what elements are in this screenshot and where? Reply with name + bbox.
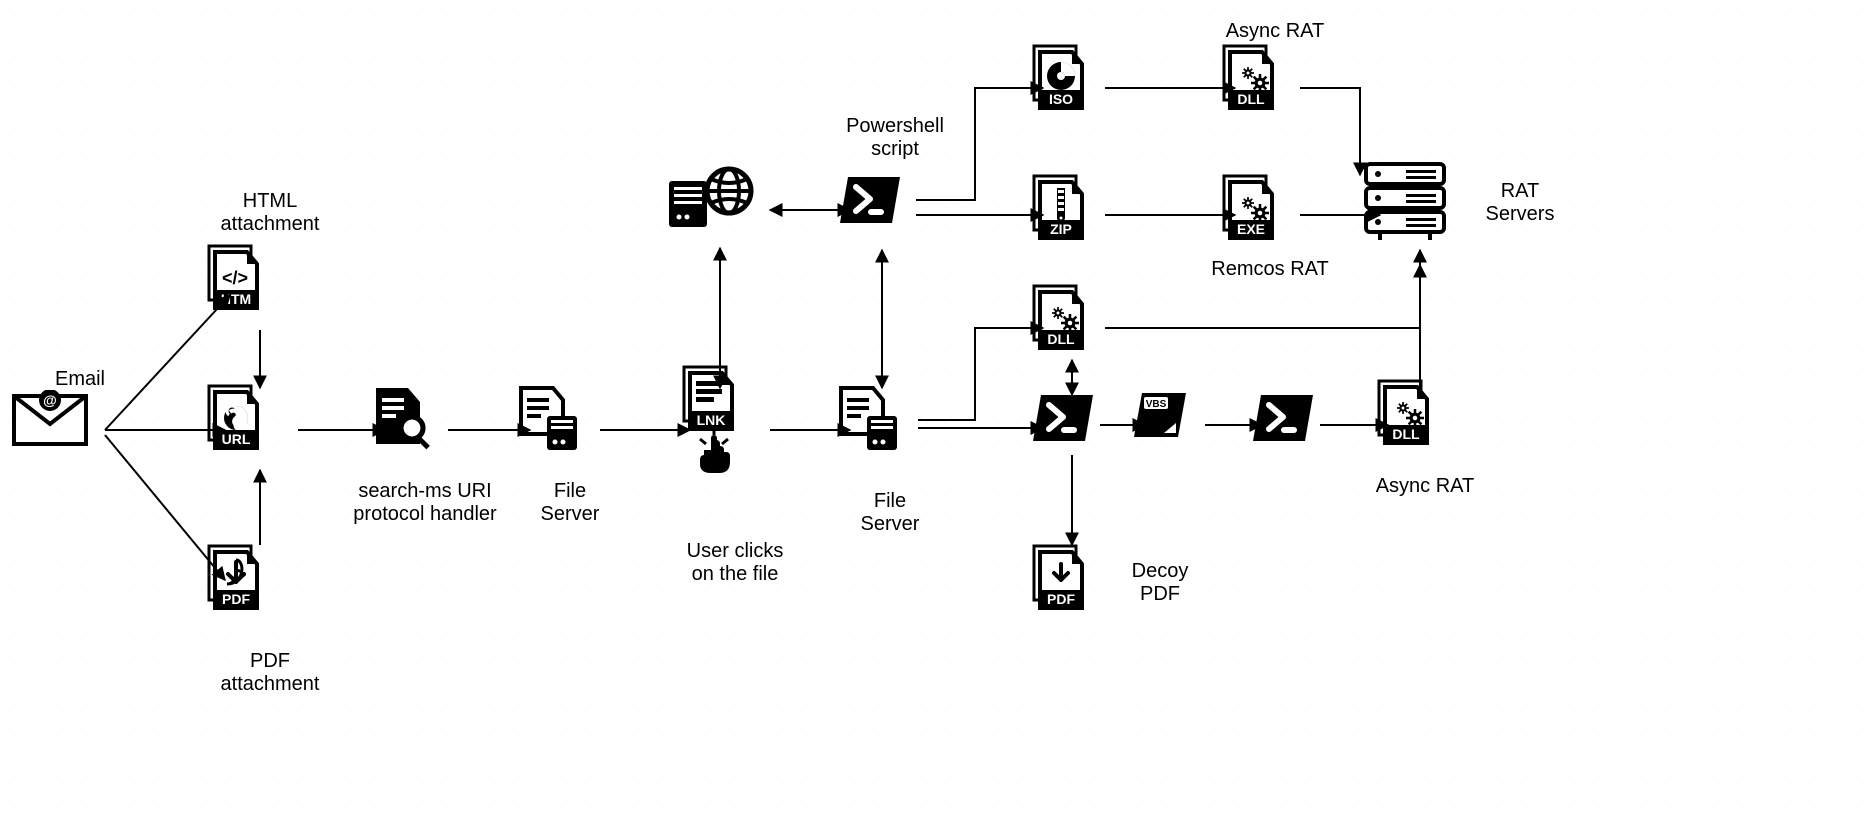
label-servers: RAT Servers xyxy=(1470,180,1570,226)
svg-text:LNK: LNK xyxy=(697,412,726,428)
label-powershell: Powershell script xyxy=(820,115,970,161)
label-fileserver1: File Server xyxy=(520,480,620,526)
node-url: URL xyxy=(207,384,263,456)
node-powershell xyxy=(838,173,902,227)
label-dll_bot: Async RAT xyxy=(1350,475,1500,498)
label-email: Email xyxy=(40,368,120,391)
svg-text:HTM: HTM xyxy=(221,291,251,307)
svg-text:EXE: EXE xyxy=(1237,221,1265,237)
svg-text:VBS: VBS xyxy=(1146,399,1167,410)
svg-text:ZIP: ZIP xyxy=(1050,221,1072,237)
label-pdf: PDF attachment xyxy=(200,650,340,696)
node-zip: ZIP xyxy=(1032,174,1088,246)
node-fileserver2 xyxy=(835,384,905,456)
svg-text:DLL: DLL xyxy=(1237,91,1265,107)
label-searchms: search-ms URI protocol handler xyxy=(320,480,530,526)
svg-text:PDF: PDF xyxy=(222,591,250,607)
label-fileserver2: File Server xyxy=(840,490,940,536)
node-dll_bot: DLL xyxy=(1377,379,1433,451)
svg-text:@: @ xyxy=(43,392,57,408)
label-lnk: User clicks on the file xyxy=(660,540,810,586)
node-dll_top: DLL xyxy=(1222,44,1278,116)
node-ps3 xyxy=(1251,391,1309,445)
svg-text:URL: URL xyxy=(222,431,251,447)
node-webserver xyxy=(665,165,755,235)
label-htm: HTML attachment xyxy=(200,190,340,236)
node-ps2 xyxy=(1031,391,1089,445)
node-lnk: LNK xyxy=(682,365,738,437)
node-pdf: PDF xyxy=(207,544,263,616)
node-iso: ISO xyxy=(1032,44,1088,116)
svg-text:DLL: DLL xyxy=(1047,331,1075,347)
svg-text:PDF: PDF xyxy=(1047,591,1075,607)
svg-text:ISO: ISO xyxy=(1049,91,1073,107)
label-exe: Remcos RAT xyxy=(1195,258,1345,281)
svg-text:</>: </> xyxy=(222,268,248,288)
node-searchms xyxy=(368,384,432,456)
label-decoypdf: Decoy PDF xyxy=(1115,560,1205,606)
node-exe: EXE xyxy=(1222,174,1278,246)
node-email: @ xyxy=(10,390,90,450)
node-vbs: VBS xyxy=(1132,389,1188,441)
node-decoypdf: PDF xyxy=(1032,544,1088,616)
node-htm: </> HTM xyxy=(207,244,263,316)
svg-text:DLL: DLL xyxy=(1392,426,1420,442)
node-servers xyxy=(1360,158,1450,242)
node-dll_mid: DLL xyxy=(1032,284,1088,356)
label-dll_top: Async RAT xyxy=(1200,20,1350,43)
node-fileserver1 xyxy=(515,384,585,456)
